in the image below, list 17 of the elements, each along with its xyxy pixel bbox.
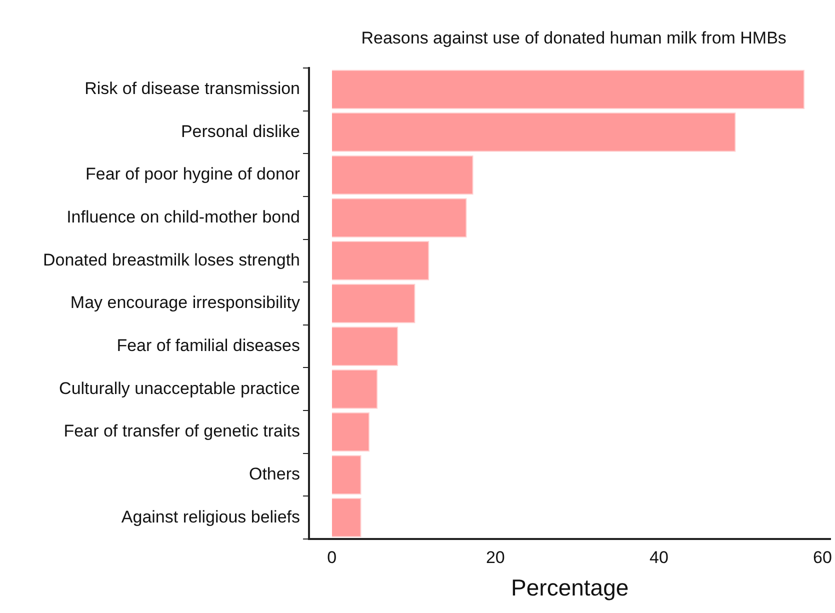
y-tick-label: Against religious beliefs <box>121 507 300 526</box>
y-tick-label: Culturally unacceptable practice <box>59 378 300 398</box>
x-tick-label: 20 <box>486 548 505 567</box>
x-tick-label: 60 <box>813 548 832 567</box>
y-tick-label: May encourage irresponsibility <box>70 293 301 312</box>
chart-title: Reasons against use of donated human milk from HMBs <box>361 28 786 48</box>
y-tick-label: Personal dislike <box>180 122 300 141</box>
x-tick-label: 40 <box>650 548 668 567</box>
y-tick-label: Risk of disease transmission <box>84 79 300 98</box>
y-tick-label: Fear of transfer of genetic traits <box>64 422 300 441</box>
y-tick-label: Others <box>248 464 300 484</box>
y-tick-label: Influence on child-mother bond <box>66 208 300 227</box>
y-tick-label: Fear of poor hygine of donor <box>85 164 300 184</box>
x-axis-title: Percentage <box>511 574 629 601</box>
y-tick-label: Fear of familial diseases <box>116 336 300 356</box>
x-tick-label: 0 <box>327 548 337 567</box>
y-tick-label: Donated breastmilk loses strength <box>42 250 300 270</box>
